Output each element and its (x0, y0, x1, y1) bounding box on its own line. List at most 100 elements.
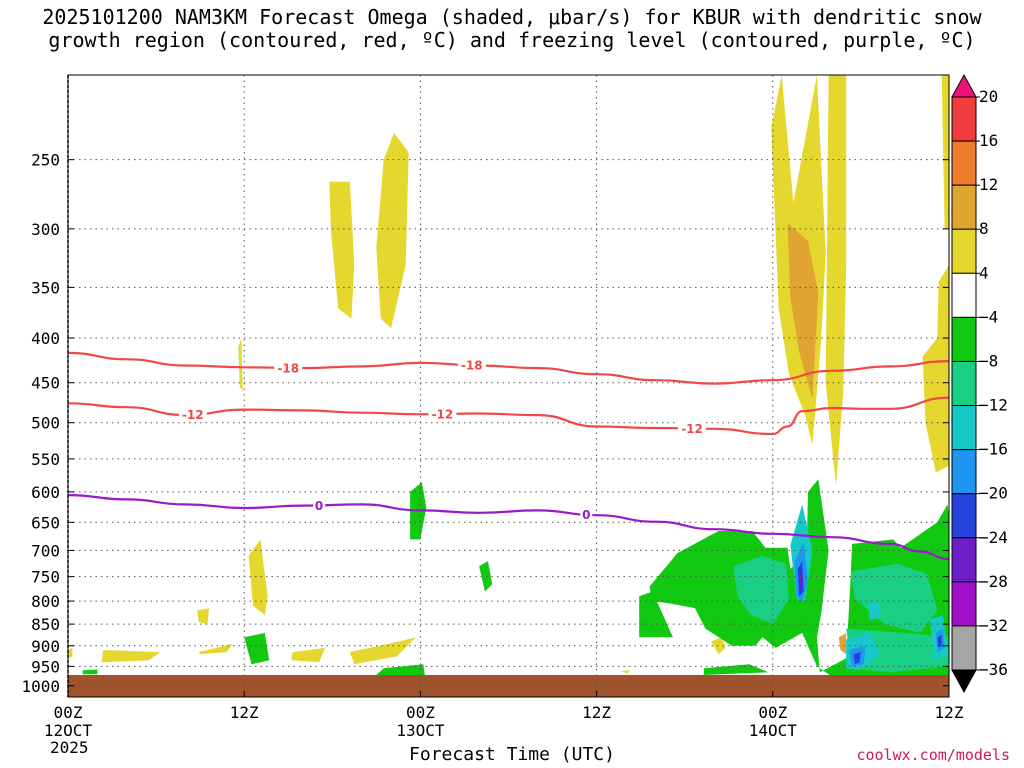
colorbar-label: 12 (979, 175, 998, 194)
colorbar-label: −28 (979, 572, 1008, 591)
omega-region-8 (238, 338, 243, 392)
contour-label-bg (428, 406, 457, 421)
contour-label-0-0: -18 (277, 361, 299, 375)
colorbar-swatch-6 (951, 316, 977, 362)
y-tick-label: 800 (31, 592, 60, 611)
omega-region-24 (639, 591, 673, 638)
omega-region-10 (101, 650, 161, 663)
x-tick-year: 2025 (50, 738, 89, 757)
omega-region-9 (197, 608, 209, 625)
y-tick-label: 1000 (21, 677, 60, 696)
colorbar-swatch-8 (951, 405, 977, 451)
axes-layer: 250 300 350 400 450 500 550 600 650 700 750 800 850 9… (21, 74, 964, 740)
omega-region-6 (941, 75, 949, 229)
colorbar-label: −4 (979, 307, 998, 326)
x-tick-label: 00Z (406, 703, 435, 722)
y-tick-label: 500 (31, 414, 60, 433)
chart-title-line-2: growth region (contoured, red, ºC) and f… (48, 28, 976, 52)
contour-label-bg (678, 421, 707, 436)
colorbar-swatch-4 (951, 228, 977, 274)
colorbar-label: −16 (979, 440, 1008, 459)
omega-region-17 (838, 632, 847, 655)
contour-label-0-1: -18 (461, 359, 483, 373)
x-tick-label: 12Z (582, 703, 611, 722)
omega-region-7 (248, 539, 268, 616)
omega-region-26 (733, 555, 789, 625)
x-tick-date: 14OCT (749, 721, 798, 740)
contour-line-2 (68, 494, 949, 561)
omega-region-19 (479, 561, 493, 592)
colorbar-swatch-1 (951, 96, 977, 142)
x-tick-label: 12Z (935, 703, 964, 722)
omega-region-11 (198, 643, 233, 655)
omega-region-20 (244, 632, 270, 665)
contour-layer: -18 -18 -12 -12 -12 0 0 (68, 351, 949, 561)
omega-region-16 (620, 670, 631, 674)
colorbar-label: −32 (979, 616, 1008, 635)
omega-region-32 (868, 601, 880, 620)
colorbar-swatch-12 (951, 581, 977, 627)
y-tick-label: 250 (31, 151, 60, 170)
colorbar-swatch-13 (951, 625, 977, 671)
contour-label-bg (274, 360, 303, 375)
contour-label-2-1: 0 (582, 508, 590, 522)
y-tick-label: 650 (31, 513, 60, 532)
y-tick-label: 300 (31, 220, 60, 239)
y-tick-label: 350 (31, 278, 60, 297)
y-tick-label: 600 (31, 483, 60, 502)
contour-line-0 (68, 351, 949, 385)
y-tick-label: 450 (31, 374, 60, 393)
colorbar-top-arrow (951, 73, 977, 98)
omega-region-22 (376, 664, 425, 675)
colorbar-label: 4 (979, 263, 989, 282)
omega-region-3 (825, 75, 847, 486)
omega-region-0 (329, 181, 355, 319)
colorbar-label: 8 (979, 219, 989, 238)
y-tick-label: 950 (31, 657, 60, 676)
colorbar-label: −12 (979, 396, 1008, 415)
contour-label-2-0: 0 (315, 499, 323, 513)
contour-label-bg (178, 407, 207, 422)
y-tick-label: 400 (31, 329, 60, 348)
contour-label-bg (580, 507, 593, 522)
omega-region-12 (291, 647, 325, 663)
x-tick-date: 12OCT (44, 721, 93, 740)
colorbar-swatch-7 (951, 360, 977, 407)
omega-region-27 (850, 563, 938, 633)
omega-region-21 (82, 669, 98, 675)
site-credit: coolwx.com/models (856, 746, 1010, 764)
contour-label-1-1: -12 (432, 407, 454, 421)
x-axis-label: Forecast Time (UTC) (409, 744, 615, 765)
y-tick-label: 850 (31, 615, 60, 634)
x-tick-label: 12Z (230, 703, 259, 722)
contour-label-1-2: -12 (681, 422, 703, 436)
colorbar-label: −24 (979, 528, 1008, 547)
omega-region-1 (376, 133, 409, 329)
colorbar-label: 16 (979, 131, 998, 150)
colorbar-swatch-10 (951, 493, 977, 539)
omega-region-25 (703, 664, 769, 675)
contour-label-bg (313, 498, 326, 513)
omega-region-14 (68, 647, 73, 659)
y-tick-label: 700 (31, 541, 60, 560)
colorbar-label: −8 (979, 351, 998, 370)
contour-line-1 (68, 396, 949, 436)
x-tick-label: 00Z (758, 703, 787, 722)
omega-region-5 (922, 265, 949, 473)
y-tick-label: 550 (31, 450, 60, 469)
omega-shading-layer (68, 75, 949, 677)
colorbar-bottom-arrow (951, 669, 977, 694)
colorbar: 20 16 12 8 4 −4 −8 −12 −16 −20 −24 −28 −32 −36 (951, 73, 1008, 694)
contour-label-1-0: -12 (182, 408, 204, 422)
colorbar-swatch-9 (951, 449, 977, 495)
omega-region-13 (349, 637, 416, 665)
contour-label-bg (457, 358, 486, 373)
omega-region-4 (787, 222, 819, 400)
colorbar-swatch-3 (951, 184, 977, 230)
x-tick-date: 13OCT (396, 721, 445, 740)
colorbar-label: −20 (979, 484, 1008, 503)
omega-region-37 (853, 652, 861, 665)
colorbar-swatch-5 (951, 272, 977, 318)
colorbar-label: 20 (979, 87, 998, 106)
